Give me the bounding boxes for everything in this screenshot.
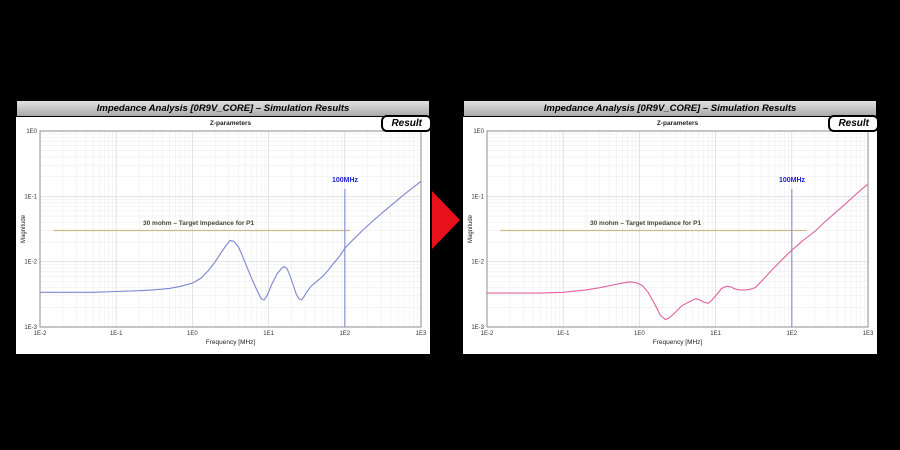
svg-text:1E-1: 1E-1 (557, 331, 570, 337)
svg-text:1E-1: 1E-1 (471, 194, 484, 200)
impedance-curve (39, 180, 422, 301)
svg-text:1E0: 1E0 (473, 129, 484, 135)
plot-border (486, 130, 869, 328)
marker-100mhz-label: 100MHz (331, 177, 359, 184)
y-axis-label: Magnitude (21, 214, 27, 244)
svg-text:1E0: 1E0 (634, 331, 645, 337)
svg-text:1E1: 1E1 (710, 331, 721, 337)
transition-arrow-icon (432, 191, 460, 249)
svg-text:1E-2: 1E-2 (481, 331, 494, 337)
result-button[interactable]: Result (381, 115, 432, 132)
svg-text:1E3: 1E3 (416, 331, 427, 337)
impedance-curve (486, 183, 869, 321)
y-axis-label: Magnitude (468, 214, 474, 244)
plot-border (39, 130, 422, 328)
panel-title: Impedance Analysis [0R9V_CORE] – Simulat… (463, 100, 877, 117)
svg-text:1E1: 1E1 (263, 331, 274, 337)
svg-text:1E-3: 1E-3 (471, 325, 484, 331)
simulation-result-panel-before: 1E-2 1E-1 1E0 1E1 1E2 1E3 1E0 1E-1 1E-2 1E-3 Impe… (16, 100, 432, 354)
svg-text:1E2: 1E2 (339, 331, 350, 337)
plot-area (487, 131, 868, 327)
x-axis-label: Frequency [MHz] (652, 339, 703, 346)
target-impedance-label: 30 mohm – Target Impedance for P1 (590, 220, 702, 227)
marker-100mhz-label: 100MHz (778, 177, 806, 184)
svg-text:1E-2: 1E-2 (24, 260, 37, 266)
svg-text:1E-3: 1E-3 (24, 325, 37, 331)
svg-text:1E3: 1E3 (863, 331, 874, 337)
target-impedance-label: 30 mohm – Target Impedance for P1 (143, 220, 255, 227)
svg-text:1E-1: 1E-1 (110, 331, 123, 337)
svg-text:1E-2: 1E-2 (34, 331, 47, 337)
grid-lines (486, 130, 869, 328)
plot-area (40, 131, 421, 327)
chart-subtitle: Z-parameters (656, 120, 699, 127)
svg-text:1E-1: 1E-1 (24, 194, 37, 200)
panel-title: Impedance Analysis [0R9V_CORE] – Simulat… (16, 100, 430, 117)
svg-text:1E0: 1E0 (26, 129, 37, 135)
simulation-result-panel-after: 1E-2 1E-1 1E0 1E1 1E2 1E3 1E0 1E-1 1E-2 1E-3 Impe… (463, 100, 879, 354)
chart-subtitle: Z-parameters (209, 120, 252, 127)
svg-text:1E0: 1E0 (187, 331, 198, 337)
svg-text:1E-2: 1E-2 (471, 260, 484, 266)
svg-text:1E2: 1E2 (786, 331, 797, 337)
result-button[interactable]: Result (828, 115, 879, 132)
x-axis-label: Frequency [MHz] (205, 339, 256, 346)
grid-lines (39, 130, 422, 328)
